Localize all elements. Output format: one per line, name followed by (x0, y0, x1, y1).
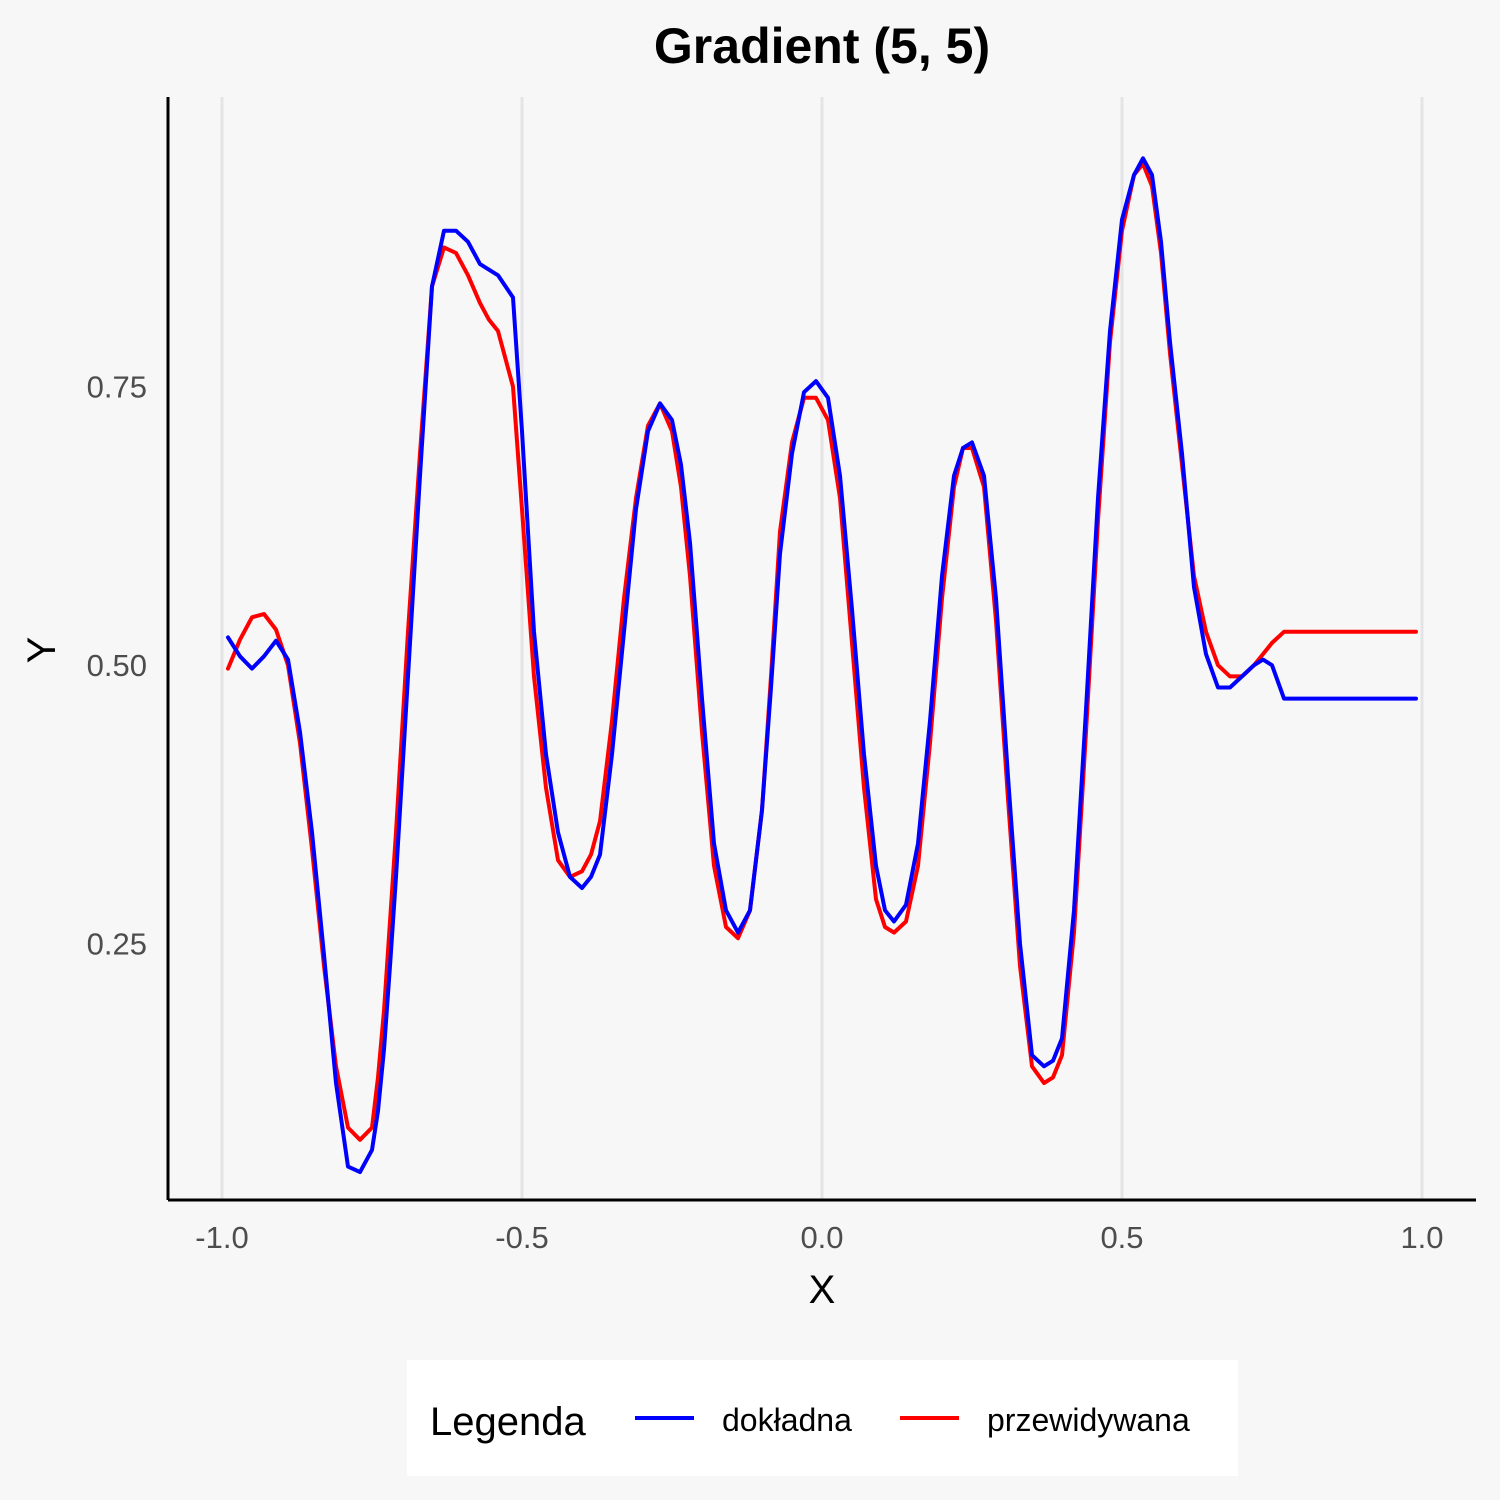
legend-title: Legenda (430, 1400, 586, 1444)
chart-title: Gradient (5, 5) (654, 18, 990, 74)
series-layer (226, 156, 1418, 1175)
legend-label-dokladna: dokładna (722, 1402, 852, 1438)
legend: Legenda dokładna przewidywana (407, 1360, 1238, 1476)
y-tick-labels: 0.25 0.50 0.75 (87, 370, 147, 962)
x-tick-label: -0.5 (495, 1220, 548, 1255)
y-tick-label: 0.25 (87, 927, 147, 962)
legend-label-przewidywana: przewidywana (987, 1402, 1190, 1438)
legend-box (407, 1360, 1238, 1476)
series-line-dokladna (226, 156, 1418, 1175)
series-line-przewidywana (226, 161, 1418, 1142)
x-tick-label: -1.0 (195, 1220, 248, 1255)
x-tick-label: 0.0 (800, 1220, 843, 1255)
x-tick-labels: -1.0 -0.5 0.0 0.5 1.0 (195, 1220, 1443, 1255)
x-tick-label: 0.5 (1100, 1220, 1143, 1255)
y-axis-label: Y (20, 637, 64, 664)
y-tick-label: 0.50 (87, 648, 147, 683)
gridlines (220, 97, 1424, 1200)
y-tick-label: 0.75 (87, 370, 147, 405)
x-axis-label: X (809, 1268, 836, 1312)
x-tick-label: 1.0 (1400, 1220, 1443, 1255)
